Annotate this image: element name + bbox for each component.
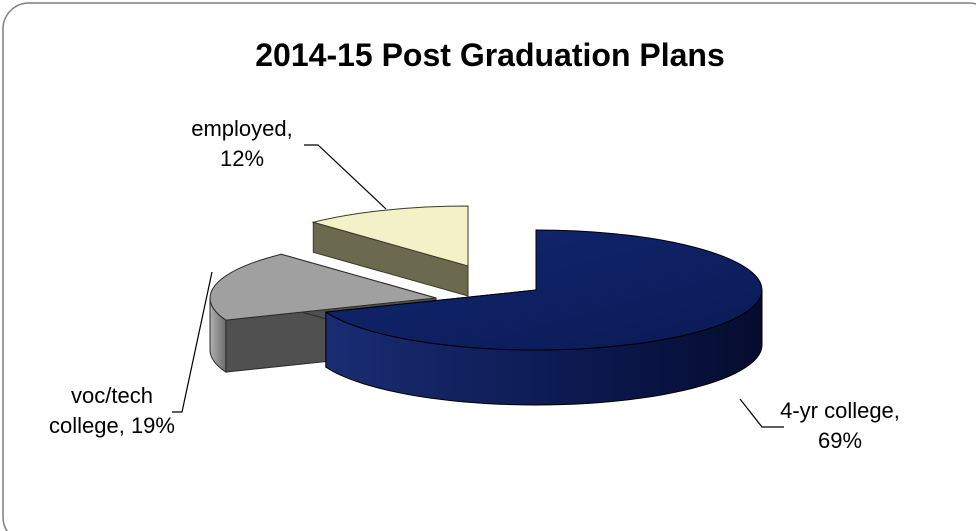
pie-plot xyxy=(209,205,763,406)
leader-line xyxy=(172,271,213,413)
data-label: 12% xyxy=(220,146,264,171)
data-label: 4-yr college, xyxy=(780,398,900,423)
data-label: college, 19% xyxy=(49,413,175,438)
leader-line xyxy=(739,398,784,428)
pie-slice-4-yr-college xyxy=(324,229,763,406)
data-label: 69% xyxy=(818,428,862,453)
data-label: employed, xyxy=(191,116,293,141)
data-label: voc/tech xyxy=(71,383,153,408)
chart-title: 2014-15 Post Graduation Plans xyxy=(255,37,725,73)
pie-slice-employed xyxy=(311,205,469,297)
pie-labels: 4-yr college, 69% voc/tech college, 19% empl… xyxy=(49,116,900,453)
leader-line xyxy=(304,144,387,210)
